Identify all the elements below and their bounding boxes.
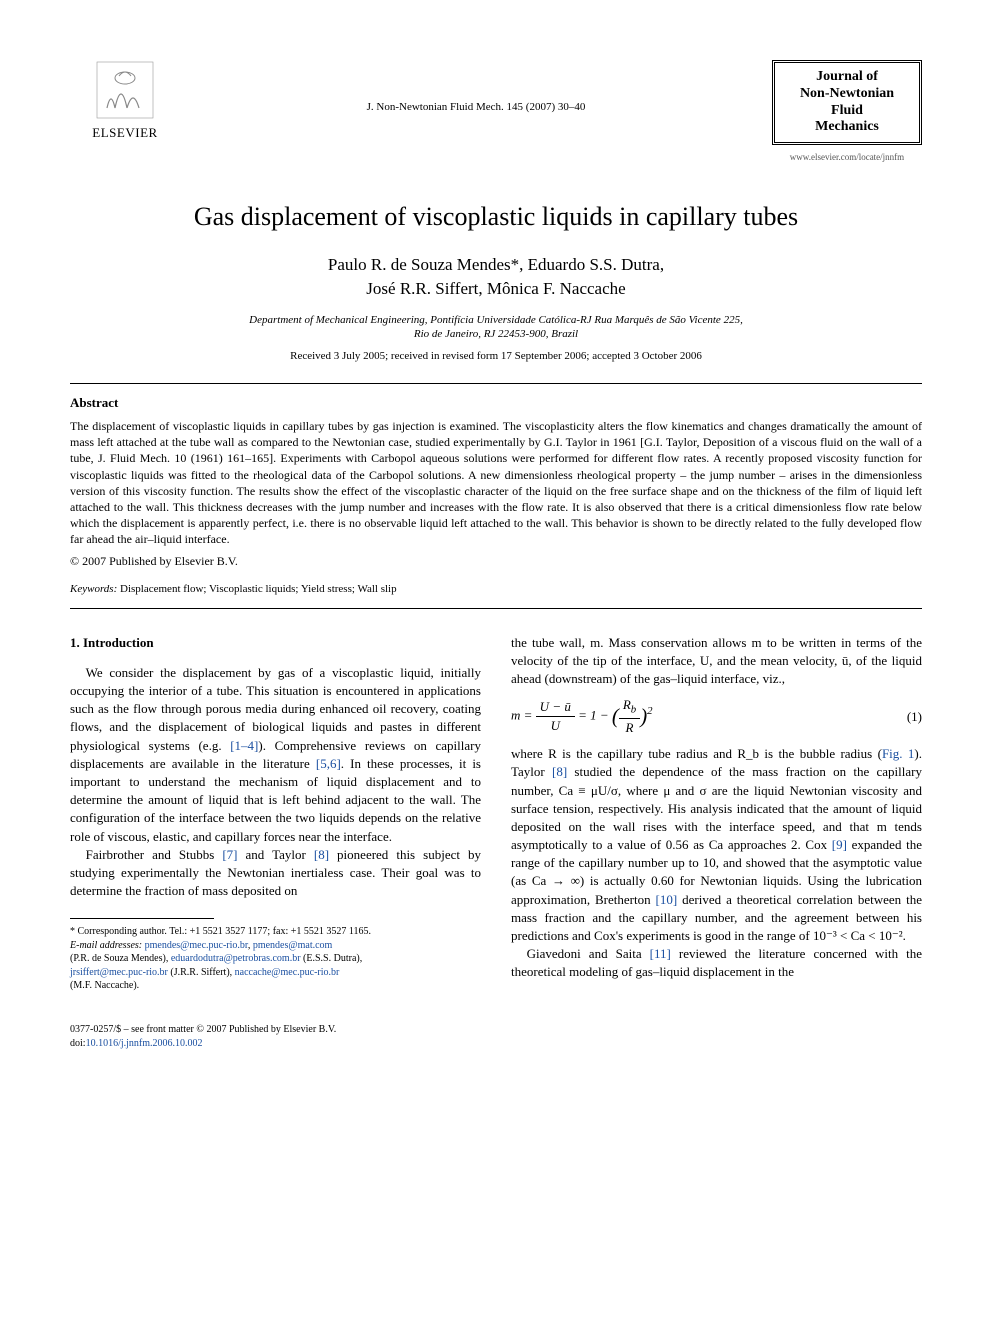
ref-link-9[interactable]: [9] [832,837,847,852]
equation-1-number: (1) [907,708,922,726]
keywords: Keywords: Displacement flow; Viscoplasti… [70,582,922,597]
email-4[interactable]: naccache@mec.puc-rio.br [235,967,340,978]
rule-bottom [70,608,922,609]
intro-para-3: the tube wall, m. Mass conservation allo… [511,634,922,689]
publisher-block: ELSEVIER [70,60,180,142]
intro-para-1: We consider the displacement by gas of a… [70,664,481,846]
intro-para-4: where R is the capillary tube radius and… [511,745,922,945]
affiliation: Department of Mechanical Engineering, Po… [70,313,922,342]
corresponding-author: * Corresponding author. Tel.: +1 5521 35… [70,925,481,939]
footer-doi: doi:10.1016/j.jnnfm.2006.10.002 [70,1037,922,1051]
ref-link-8b[interactable]: [8] [552,764,567,779]
journal-title-l1: Journal of [816,69,878,84]
intro-para-5: Giavedoni and Saita [11] reviewed the li… [511,945,922,981]
authors-line2: José R.R. Siffert, Mônica F. Naccache [366,279,625,298]
affiliation-l1: Department of Mechanical Engineering, Po… [249,314,743,326]
article-title: Gas displacement of viscoplastic liquids… [70,199,922,235]
footnote-rule [70,918,214,919]
journal-url: www.elsevier.com/locate/jnnfm [772,151,922,164]
body-columns: 1. Introduction We consider the displace… [70,634,922,993]
authors: Paulo R. de Souza Mendes*, Eduardo S.S. … [70,253,922,301]
fig-link-1[interactable]: Fig. 1 [882,746,914,761]
intro-para-2: Fairbrother and Stubbs [7] and Taylor [8… [70,846,481,901]
keywords-label: Keywords: [70,583,117,595]
authors-line1: Paulo R. de Souza Mendes*, Eduardo S.S. … [328,255,664,274]
journal-title-box: Journal of Non-Newtonian Fluid Mechanics [772,60,922,145]
footnotes: * Corresponding author. Tel.: +1 5521 35… [70,925,481,993]
email-3[interactable]: jrsiffert@mec.puc-rio.br [70,967,168,978]
email-addresses: E-mail addresses: pmendes@mec.puc-rio.br… [70,939,481,993]
journal-block: Journal of Non-Newtonian Fluid Mechanics… [772,60,922,164]
email-label: E-mail addresses: [70,940,142,951]
ref-link-7[interactable]: [7] [222,847,237,862]
email-2[interactable]: eduardodutra@petrobras.com.br [171,953,301,964]
section-heading-intro: 1. Introduction [70,634,481,652]
journal-title-l4: Mechanics [815,119,879,134]
affiliation-l2: Rio de Janeiro, RJ 22453-900, Brazil [414,328,578,340]
rule-top [70,383,922,384]
header-row: ELSEVIER J. Non-Newtonian Fluid Mech. 14… [70,60,922,164]
ref-link-10[interactable]: [10] [656,892,678,907]
journal-reference: J. Non-Newtonian Fluid Mech. 145 (2007) … [180,60,772,115]
footer-copyright: 0377-0257/$ – see front matter © 2007 Pu… [70,1023,922,1037]
ref-link-8[interactable]: [8] [314,847,329,862]
abstract-heading: Abstract [70,394,922,412]
keywords-text: Displacement flow; Viscoplastic liquids;… [117,583,396,595]
email-1b[interactable]: pmendes@mat.com [253,940,332,951]
abstract-text: The displacement of viscoplastic liquids… [70,418,922,548]
equation-1-expr: m = U − ū U = 1 − ( Rb R )2 [511,696,653,737]
ref-link-1-4[interactable]: [1–4] [230,738,258,753]
publisher-name: ELSEVIER [92,124,157,142]
email-1[interactable]: pmendes@mec.puc-rio.br [145,940,248,951]
abstract-copyright: © 2007 Published by Elsevier B.V. [70,553,922,570]
page-footer: 0377-0257/$ – see front matter © 2007 Pu… [70,1023,922,1051]
equation-1: m = U − ū U = 1 − ( Rb R )2 (1) [511,696,922,737]
journal-title-l2: Non-Newtonian [800,86,894,101]
ref-link-11[interactable]: [11] [650,946,671,961]
doi-link[interactable]: 10.1016/j.jnnfm.2006.10.002 [86,1038,203,1049]
ref-link-5-6[interactable]: [5,6] [316,756,341,771]
elsevier-logo-icon [95,60,155,120]
article-dates: Received 3 July 2005; received in revise… [70,349,922,364]
journal-title-l3: Fluid [831,103,863,118]
